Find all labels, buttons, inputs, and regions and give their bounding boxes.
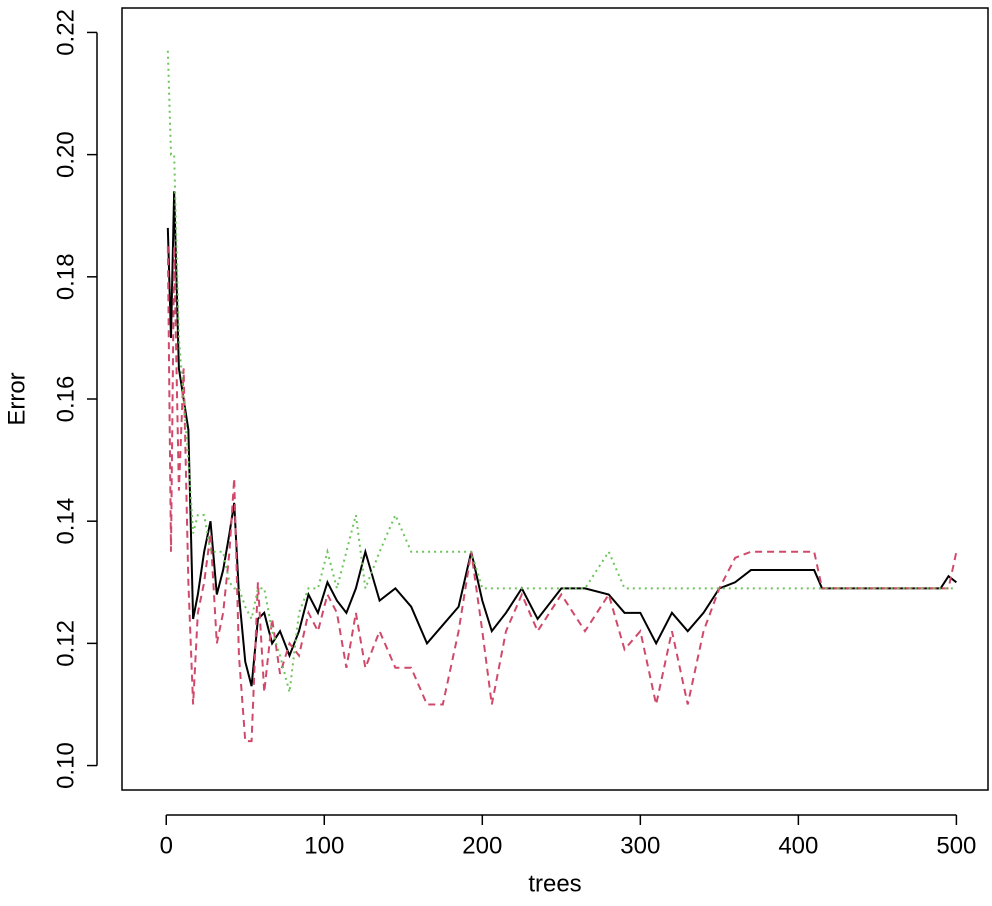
y-tick-label: 0.12 (52, 620, 79, 667)
x-axis-label: trees (528, 870, 581, 897)
series-line (166, 246, 958, 743)
plot-box (121, 7, 989, 791)
y-tick-label: 0.16 (52, 376, 79, 423)
y-axis-label: Error (3, 372, 30, 425)
x-tick-label: 500 (936, 832, 976, 859)
x-tick-label: 300 (620, 832, 660, 859)
series-line (166, 191, 958, 687)
y-tick-label: 0.22 (52, 9, 79, 56)
x-tick-label: 100 (304, 832, 344, 859)
y-tick-label: 0.20 (52, 131, 79, 178)
y-tick-label: 0.18 (52, 253, 79, 300)
y-tick-label: 0.14 (52, 498, 79, 545)
series-line (166, 50, 957, 693)
x-tick-label: 0 (160, 832, 173, 859)
x-tick-label: 200 (462, 832, 502, 859)
y-tick-label: 0.10 (52, 742, 79, 789)
x-tick-label: 400 (778, 832, 818, 859)
